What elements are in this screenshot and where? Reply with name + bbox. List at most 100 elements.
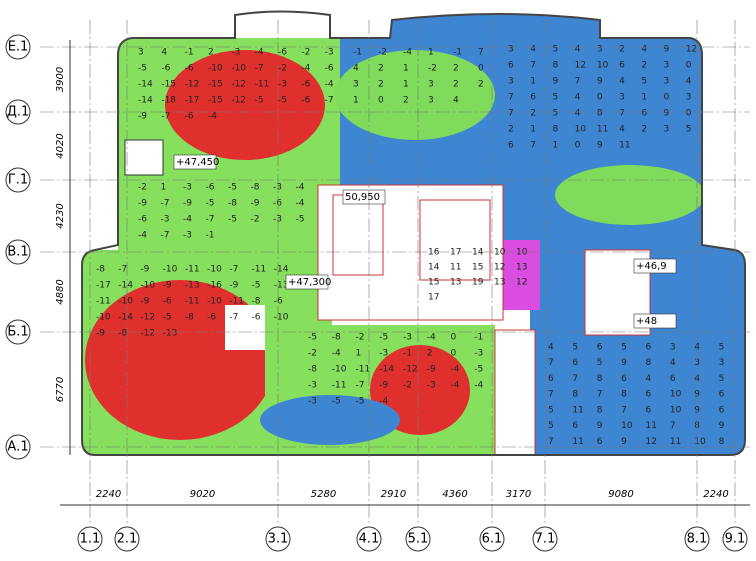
axis-bubble xyxy=(5,34,31,60)
deviation: -4 xyxy=(474,381,483,391)
deviation: 17 xyxy=(450,248,461,258)
deviation: 4 xyxy=(548,343,554,353)
deviation: -4 xyxy=(296,199,305,209)
deviation: -12 xyxy=(185,80,200,90)
deviation: -9 xyxy=(183,199,192,209)
elevation-box xyxy=(342,189,386,205)
dimension: 2240 xyxy=(703,489,728,500)
elevation-box xyxy=(173,154,217,170)
deviation: -1 xyxy=(206,231,215,241)
deviation: 3 xyxy=(664,61,670,71)
deviation: -9 xyxy=(138,199,147,209)
deviation: 3 xyxy=(664,77,670,87)
deviation: -2 xyxy=(403,381,412,391)
deviation: 2 xyxy=(619,45,625,55)
labels: +47,450 50,950 +47,300 +46,9 +48 xyxy=(173,154,677,329)
axis-bubble xyxy=(532,526,558,552)
deviation: 6 xyxy=(621,374,627,384)
deviation: 11 xyxy=(646,421,657,431)
deviation: -4 xyxy=(296,183,305,193)
deviation: -8 xyxy=(96,265,105,275)
deviation: -2 xyxy=(356,333,365,343)
deviation: 1 xyxy=(356,349,362,359)
deviation: 0 xyxy=(686,61,692,71)
deviation: 10 xyxy=(670,390,682,400)
deviation: -4 xyxy=(138,231,147,241)
deviation: 7 xyxy=(572,374,578,384)
deviation: 6 xyxy=(530,93,536,103)
deviation: -11 xyxy=(252,265,267,275)
deviation: -5 xyxy=(296,215,305,225)
deviation: 0 xyxy=(451,333,457,343)
deviation: -3 xyxy=(325,48,334,58)
deviation: -12 xyxy=(231,96,246,106)
deviation: 14 xyxy=(472,248,484,258)
deviation: -4 xyxy=(255,48,264,58)
deviation: -3 xyxy=(474,349,483,359)
deviation: -3 xyxy=(231,48,240,58)
deviation: 7 xyxy=(530,61,536,71)
heatmap: 3 4 -1 2 -3 -4 -6 -2 -3-5 -6 -6 -10 -10 -7 -2 -4 -6-14 -1… xyxy=(82,15,745,455)
deviation: 12 xyxy=(646,437,657,447)
deviation: 6 xyxy=(719,390,725,400)
deviation: -4 xyxy=(451,381,460,391)
deviation: -2 xyxy=(378,48,387,58)
axis-label: Б.1 xyxy=(7,325,28,340)
deviation: 7 xyxy=(508,93,514,103)
deviation: 0 xyxy=(575,141,581,151)
deviation: -4 xyxy=(379,397,388,407)
dimension: 6770 xyxy=(55,377,66,402)
deviation: 5 xyxy=(552,93,558,103)
stair xyxy=(332,194,384,276)
axis-label: А.1 xyxy=(7,440,28,455)
deviation: -4 xyxy=(332,349,341,359)
axis-bubble xyxy=(479,526,505,552)
deviation: -6 xyxy=(301,80,310,90)
deviation: 6 xyxy=(572,421,578,431)
deviation: 11 xyxy=(572,437,583,447)
deviation: 5 xyxy=(572,343,578,353)
deviation: -7 xyxy=(229,265,238,275)
deviation: 7 xyxy=(670,421,676,431)
deviation: -8 xyxy=(185,313,194,323)
deviation: -6 xyxy=(301,96,310,106)
deviation: 4 xyxy=(670,358,676,368)
deviation: 6 xyxy=(646,390,652,400)
dimension: 9020 xyxy=(190,489,215,500)
deviation: -7 xyxy=(229,313,238,323)
deviation: -7 xyxy=(206,215,215,225)
deviation: -10 xyxy=(207,265,222,275)
deviation: -3 xyxy=(427,381,436,391)
axis-bubble xyxy=(77,526,103,552)
deviation: 1 xyxy=(428,48,434,58)
dimension: 4230 xyxy=(55,203,66,228)
deviation: 4 xyxy=(575,93,581,103)
axis-bubble xyxy=(684,526,710,552)
deviation: -3 xyxy=(379,349,388,359)
deviation: -3 xyxy=(183,183,192,193)
deviation: 17 xyxy=(428,293,439,303)
deviation: -10 xyxy=(231,64,246,74)
deviation: -17 xyxy=(185,96,200,106)
deviation: 11 xyxy=(597,125,608,135)
deviation: -5 xyxy=(278,96,287,106)
deviation: -3 xyxy=(183,231,192,241)
elevation-box xyxy=(633,258,677,274)
deviation: 1 xyxy=(530,77,536,87)
deviation: 2 xyxy=(478,80,484,90)
deviation: -6 xyxy=(274,297,283,307)
axis-bubble xyxy=(356,526,382,552)
deviation: -3 xyxy=(273,215,282,225)
deviation: 4 xyxy=(619,77,625,87)
building-outline xyxy=(81,10,746,456)
deviation: 10 xyxy=(670,405,682,415)
deviation: 0 xyxy=(597,93,603,103)
deviation: 11 xyxy=(670,437,681,447)
dimension: 3170 xyxy=(506,489,531,500)
axis-label: 6.1 xyxy=(482,532,503,547)
zone-red xyxy=(165,50,325,160)
deviation: -2 xyxy=(308,349,317,359)
deviation: 7 xyxy=(621,405,627,415)
elevation: +48 xyxy=(636,316,657,327)
